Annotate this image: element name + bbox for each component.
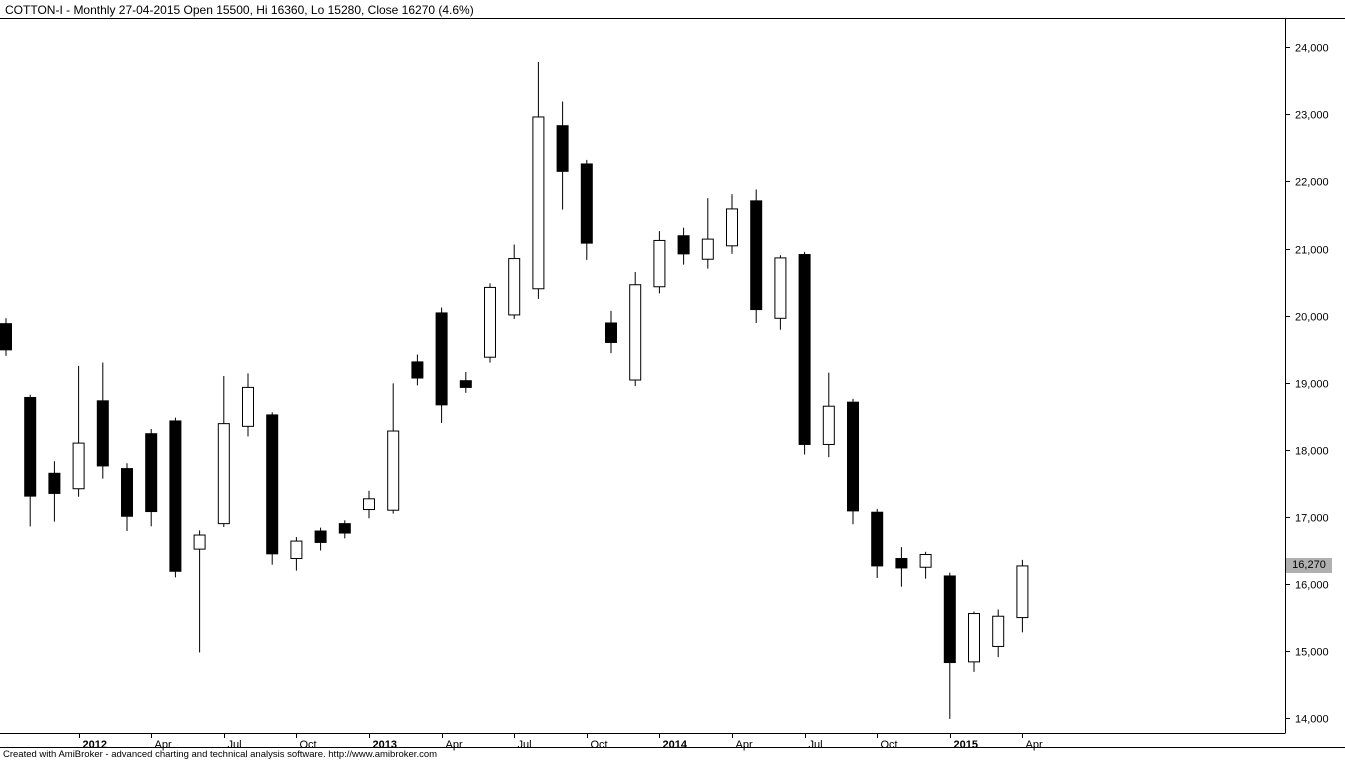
candle-body-2013-12 xyxy=(629,284,642,381)
candle-body-2013-04 xyxy=(435,312,448,406)
candle-body-2012-02 xyxy=(96,400,109,467)
y-axis-label: 24,000 xyxy=(1295,43,1329,55)
candle-body-2013-06 xyxy=(484,286,496,358)
candle-body-2014-02 xyxy=(677,235,690,255)
candle-body-2013-11 xyxy=(605,322,617,343)
candle-body-2015-02 xyxy=(968,613,980,663)
y-axis-label: 16,000 xyxy=(1295,580,1329,592)
candle-body-2012-11 xyxy=(314,530,327,543)
y-axis-label: 22,000 xyxy=(1295,177,1329,189)
candle-body-2014-12 xyxy=(919,554,932,568)
x-axis-label: Apr xyxy=(1026,739,1043,751)
y-axis-label: 14,000 xyxy=(1295,714,1329,726)
x-axis-label: Apr xyxy=(155,739,172,751)
candle-body-2013-03 xyxy=(411,361,424,379)
x-axis-label: 2012 xyxy=(83,739,107,751)
candle-body-2014-01 xyxy=(653,239,666,288)
candle-body-2012-08 xyxy=(242,386,254,427)
candle-body-2012-04 xyxy=(145,433,158,513)
candle-body-2013-01 xyxy=(363,498,375,511)
x-axis-label: Jul xyxy=(518,739,532,751)
candle-body-2013-08 xyxy=(532,116,545,290)
x-axis-label: Oct xyxy=(881,739,898,751)
y-axis-label: 15,000 xyxy=(1295,647,1329,659)
x-axis-label: 2014 xyxy=(663,739,688,751)
candle-body-2015-01 xyxy=(943,575,956,664)
candle-body-2012-05 xyxy=(169,420,182,572)
last-price-badge: 16,270 xyxy=(1286,557,1332,573)
candle-body-2011-11 xyxy=(24,396,37,497)
candle-body-2014-04 xyxy=(726,208,738,247)
candle-body-2012-10 xyxy=(290,540,303,560)
candle-body-2012-12 xyxy=(338,523,351,534)
candle-body-2014-08 xyxy=(822,405,835,445)
x-axis-label: Apr xyxy=(736,739,753,751)
candle-body-2015-03 xyxy=(992,615,1005,647)
candle-body-2014-03 xyxy=(701,238,714,260)
candle-body-2013-05 xyxy=(459,380,472,388)
candle-body-2012-01 xyxy=(72,442,85,490)
x-axis-label: Jul xyxy=(809,739,823,751)
y-axis-label: 17,000 xyxy=(1295,513,1329,525)
y-axis-label: 23,000 xyxy=(1295,110,1329,122)
candle-body-2012-06 xyxy=(193,534,206,550)
y-axis-label: 20,000 xyxy=(1295,312,1329,324)
candle-body-2014-09 xyxy=(847,401,859,512)
candle-body-2013-02 xyxy=(387,430,400,511)
candles-layer xyxy=(0,61,1029,719)
candle-body-2011-12 xyxy=(48,472,61,494)
x-axis-label: Apr xyxy=(446,739,463,751)
candle-body-2013-09 xyxy=(556,125,569,172)
candle-body-2012-09 xyxy=(266,414,279,555)
candle-body-2012-03 xyxy=(121,468,133,517)
x-axis-label: 2013 xyxy=(373,739,397,751)
axis-labels-layer: 24,000 23,000 22,000 21,000 20,000 19,000 18,0… xyxy=(79,43,1329,751)
candle-body-2014-05 xyxy=(750,200,763,311)
candle-body-2013-10 xyxy=(580,163,593,244)
candle-body-2014-07 xyxy=(798,254,811,445)
x-axis-label: Oct xyxy=(591,739,608,751)
candle-body-2011-10 xyxy=(0,323,12,351)
chart-title: COTTON-I - Monthly 27-04-2015 Open 15500… xyxy=(5,3,474,17)
candle-body-2014-10 xyxy=(871,511,884,567)
x-axis-label: Jul xyxy=(228,739,242,751)
x-axis-label: Oct xyxy=(300,739,317,751)
y-axis-label: 19,000 xyxy=(1295,379,1329,391)
candle-body-2012-07 xyxy=(217,423,230,525)
candle-body-2014-06 xyxy=(774,257,787,319)
candle-body-2013-07 xyxy=(508,258,521,316)
y-axis-label: 18,000 xyxy=(1295,446,1329,458)
y-axis-label: 21,000 xyxy=(1295,245,1329,257)
x-axis-label: 2015 xyxy=(954,739,978,751)
candle-body-2014-11 xyxy=(895,558,908,569)
footer-credit: Created with AmiBroker - advanced charti… xyxy=(3,749,438,760)
candle-body-2015-04 xyxy=(1016,565,1029,619)
